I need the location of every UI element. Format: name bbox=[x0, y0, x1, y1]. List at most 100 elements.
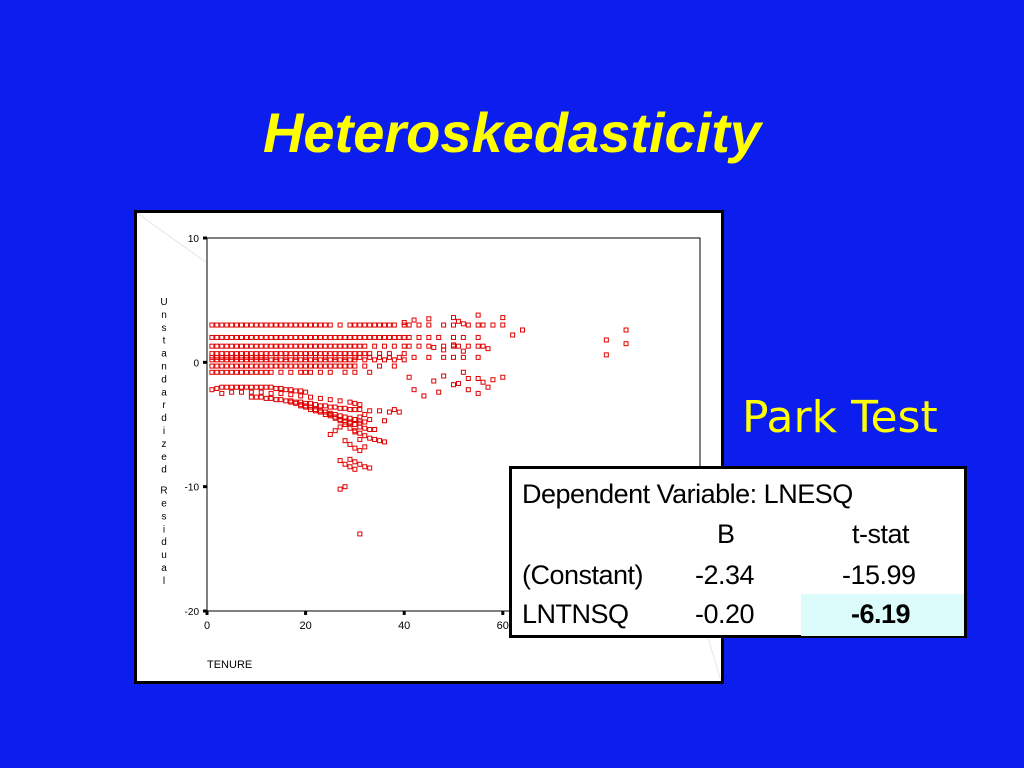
y-axis-label-char: r bbox=[162, 400, 166, 411]
scatter-point bbox=[352, 445, 358, 451]
scatter-point bbox=[327, 412, 333, 418]
scatter-point bbox=[406, 374, 412, 380]
scatter-point bbox=[337, 334, 343, 340]
scatter-point bbox=[322, 403, 328, 409]
scatter-point bbox=[293, 399, 299, 405]
scatter-point bbox=[317, 408, 323, 414]
x-tick-label: 60 bbox=[497, 620, 509, 632]
scatter-point bbox=[401, 334, 407, 340]
scatter-point bbox=[224, 334, 230, 340]
scatter-point bbox=[268, 334, 274, 340]
row-constant-b: -2.34 bbox=[695, 560, 755, 590]
scatter-point bbox=[352, 466, 358, 472]
scatter-point bbox=[253, 384, 259, 390]
scatter-point bbox=[308, 351, 314, 357]
scatter-point bbox=[209, 369, 215, 375]
scatter-point bbox=[342, 363, 348, 369]
scatter-point bbox=[485, 346, 491, 352]
scatter-point bbox=[441, 347, 447, 353]
scatter-point bbox=[352, 429, 358, 435]
scatter-point bbox=[372, 343, 378, 349]
scatter-point bbox=[293, 363, 299, 369]
scatter-point bbox=[312, 343, 318, 349]
scatter-point bbox=[298, 322, 304, 328]
scatter-point bbox=[234, 322, 240, 328]
scatter-point bbox=[229, 322, 235, 328]
highlighted-cell bbox=[801, 594, 964, 636]
scatter-point bbox=[298, 343, 304, 349]
scatter-point bbox=[342, 343, 348, 349]
y-axis-label-char: a bbox=[161, 387, 167, 398]
scatter-point bbox=[362, 444, 368, 450]
scatter-point bbox=[352, 369, 358, 375]
scatter-point bbox=[332, 343, 338, 349]
scatter-point bbox=[317, 357, 323, 363]
x-tick-label: 20 bbox=[299, 620, 311, 632]
scatter-point bbox=[273, 334, 279, 340]
scatter-point bbox=[239, 354, 245, 360]
scatter-point bbox=[248, 334, 254, 340]
scatter-point bbox=[441, 373, 447, 379]
scatter-point bbox=[278, 334, 284, 340]
scatter-point bbox=[460, 348, 466, 354]
scatter-point bbox=[317, 363, 323, 369]
scatter-point bbox=[367, 408, 373, 414]
scatter-point bbox=[337, 363, 343, 369]
scatter-point bbox=[362, 464, 368, 470]
scatter-point bbox=[214, 322, 220, 328]
scatter-point bbox=[322, 343, 328, 349]
scatter-point bbox=[332, 428, 338, 434]
scatter-point bbox=[214, 343, 220, 349]
y-axis-label-char: t bbox=[163, 336, 166, 347]
scatter-point bbox=[239, 389, 245, 395]
scatter-point bbox=[347, 456, 353, 462]
scatter-point bbox=[273, 385, 279, 391]
scatter-point bbox=[347, 464, 353, 470]
scatter-point bbox=[377, 354, 383, 360]
scatter-point bbox=[426, 354, 432, 360]
scatter-point bbox=[455, 318, 461, 324]
scatter-point bbox=[391, 357, 397, 363]
scatter-point bbox=[441, 354, 447, 360]
scatter-point bbox=[421, 393, 427, 399]
scatter-point bbox=[347, 343, 353, 349]
y-tick-mark bbox=[203, 485, 207, 489]
scatter-point bbox=[293, 322, 299, 328]
scatter-point bbox=[322, 354, 328, 360]
scatter-point bbox=[263, 363, 269, 369]
scatter-point bbox=[362, 363, 368, 369]
scatter-point bbox=[239, 334, 245, 340]
scatter-point bbox=[357, 448, 363, 454]
scatter-point bbox=[288, 334, 294, 340]
row-label-constant: (Constant) bbox=[522, 560, 644, 590]
scatter-point bbox=[263, 354, 269, 360]
scatter-point bbox=[263, 343, 269, 349]
scatter-point bbox=[312, 408, 318, 414]
scatter-point bbox=[234, 369, 240, 375]
scatter-point bbox=[258, 322, 264, 328]
scatter-point bbox=[288, 322, 294, 328]
scatter-point bbox=[451, 382, 456, 388]
scatter-point bbox=[303, 322, 309, 328]
scatter-point bbox=[475, 375, 481, 381]
row-lntnsq-b: -0.20 bbox=[695, 599, 755, 629]
scatter-point bbox=[490, 322, 496, 328]
scatter-point bbox=[367, 465, 373, 471]
scatter-point bbox=[327, 357, 333, 363]
scatter-point bbox=[273, 343, 279, 349]
scatter-point bbox=[485, 384, 491, 390]
scatter-point bbox=[367, 354, 373, 360]
scatter-point bbox=[386, 409, 392, 415]
scatter-point bbox=[268, 395, 274, 401]
scatter-point bbox=[386, 354, 392, 360]
scatter-point bbox=[362, 419, 368, 425]
scatter-point bbox=[455, 343, 461, 349]
scatter-point bbox=[239, 384, 245, 390]
scatter-point bbox=[253, 334, 259, 340]
scatter-point bbox=[298, 403, 304, 409]
column-header-b: B bbox=[717, 519, 735, 549]
scatter-point bbox=[327, 431, 333, 437]
scatter-point bbox=[258, 389, 264, 395]
scatter-point bbox=[342, 354, 348, 360]
scatter-point bbox=[367, 334, 373, 340]
